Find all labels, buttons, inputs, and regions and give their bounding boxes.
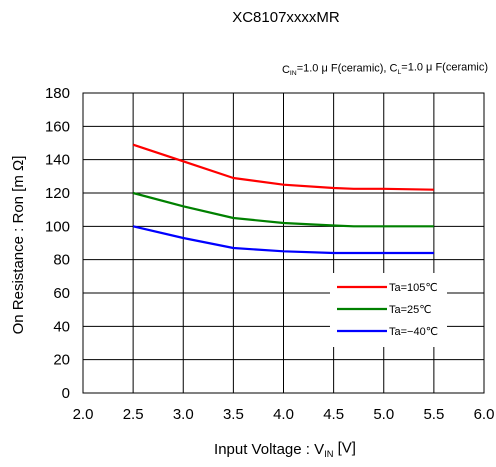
series-line [132, 225, 434, 255]
y-tick-label: 100 [45, 218, 70, 235]
grid [83, 93, 484, 393]
legend-label: Ta=105℃ [389, 282, 438, 294]
series-line [132, 191, 434, 228]
chart-title: XC8107xxxxMR [232, 9, 340, 26]
x-tick-label: 4.5 [323, 406, 344, 423]
y-tick-label: 160 [45, 118, 70, 135]
y-tick-label: 80 [53, 252, 70, 269]
chart-subtitle: CIN​=1.0 μ F(ceramic), CL​=1.0 μ F(ceram… [282, 61, 488, 77]
x-tick-label: 4.0 [273, 406, 294, 423]
x-axis-label: Input Voltage : VIN​ [V] [214, 439, 356, 459]
series-line [132, 143, 434, 191]
x-tick-label: 3.5 [223, 406, 244, 423]
y-tick-label: 0 [62, 385, 70, 402]
x-tick-label: 5.5 [423, 406, 444, 423]
x-tick-label: 2.0 [73, 406, 94, 423]
plot-frame [82, 92, 485, 394]
y-tick-label: 120 [45, 185, 70, 202]
y-tick-label: 20 [53, 352, 70, 369]
legend: Ta=105℃ Ta=25℃ Ta=−40℃ [330, 273, 447, 347]
x-tick-labels: 2.0 2.5 3.0 3.5 4.0 4.5 5.0 5.5 6.0 [73, 406, 495, 423]
y-tick-label: 180 [45, 85, 70, 102]
legend-label: Ta=25℃ [389, 304, 432, 316]
x-tick-label: 3.0 [173, 406, 194, 423]
y-tick-label: 140 [45, 152, 70, 169]
y-tick-labels: 0 20 40 60 80 100 120 140 160 180 [45, 85, 70, 402]
legend-label: Ta=−40℃ [389, 326, 438, 338]
y-axis-label: On Resistance : Ron [m Ω] [10, 156, 27, 335]
x-tick-label: 2.5 [123, 406, 144, 423]
x-tick-label: 5.0 [373, 406, 394, 423]
y-tick-label: 60 [53, 285, 70, 302]
y-tick-label: 40 [53, 318, 70, 335]
series-lines [132, 143, 434, 255]
x-tick-label: 6.0 [474, 406, 495, 423]
